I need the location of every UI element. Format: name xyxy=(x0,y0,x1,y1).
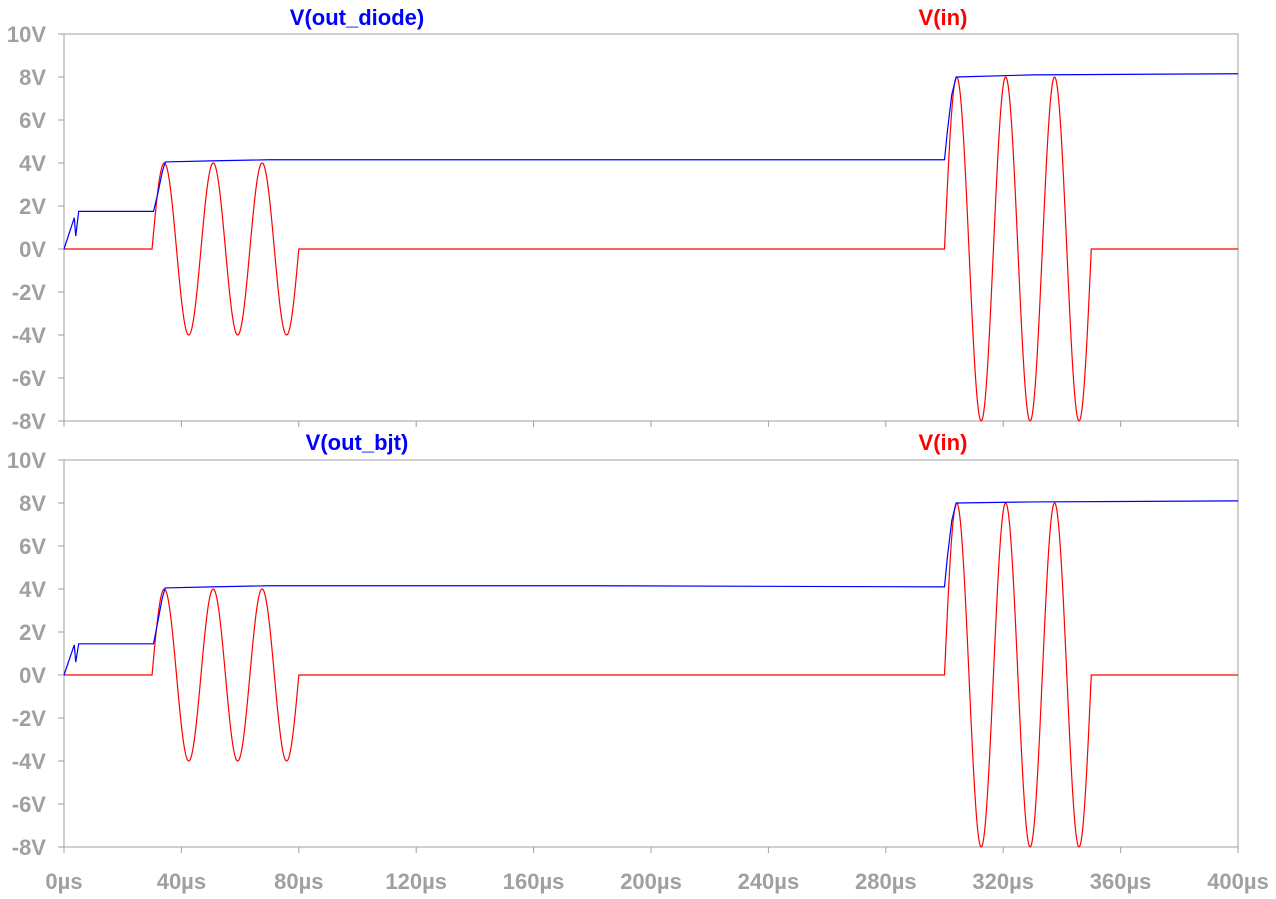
y-tick-label: 4V xyxy=(19,151,46,176)
trace-v-out-diode[interactable] xyxy=(63,73,1239,250)
bottom-trace-label-vin[interactable]: V(in) xyxy=(919,430,968,455)
y-tick-label: 2V xyxy=(19,194,46,219)
top-traces xyxy=(63,73,1239,422)
y-tick-label: -8V xyxy=(12,835,47,860)
x-tick-label: 40µs xyxy=(157,869,206,894)
x-tick-label: 320µs xyxy=(972,869,1034,894)
y-tick-label: -6V xyxy=(12,792,47,817)
y-tick-label: -4V xyxy=(12,323,47,348)
bottom-panel: 10V 8V 6V 4V 2V 0V -2V -4V -6V -8V 0µs 40µs 80µs 120… xyxy=(7,430,1269,894)
x-tick-label: 80µs xyxy=(274,869,323,894)
trace-v-in[interactable] xyxy=(64,502,1238,848)
x-tick-label: 200µs xyxy=(620,869,682,894)
x-tick-label: 400µs xyxy=(1207,869,1269,894)
trace-v-in[interactable] xyxy=(64,76,1238,422)
x-tick-label: 240µs xyxy=(738,869,800,894)
trace-v-out-bjt[interactable] xyxy=(63,500,1239,676)
x-axis: 0µs 40µs 80µs 120µs 160µs 200µs 240µs 280µs 320µ… xyxy=(45,847,1269,894)
bottom-y-axis: 10V 8V 6V 4V 2V 0V -2V -4V -6V -8V xyxy=(7,448,64,860)
y-tick-label: 8V xyxy=(19,491,46,516)
x-tick-label: 280µs xyxy=(855,869,917,894)
x-tick-label: 0µs xyxy=(45,869,82,894)
y-tick-label: 10V xyxy=(7,448,46,473)
bottom-panel-frame xyxy=(63,459,1239,848)
y-tick-label: -2V xyxy=(12,706,47,731)
top-panel: 10V 8V 6V 4V 2V 0V -2V -4V -6V -8V V(out_diode) V… xyxy=(7,5,1239,434)
y-tick-label: 2V xyxy=(19,620,46,645)
bottom-trace-label-out-bjt[interactable]: V(out_bjt) xyxy=(306,430,409,455)
y-tick-label: -4V xyxy=(12,749,47,774)
y-tick-label: 6V xyxy=(19,534,46,559)
y-tick-label: -8V xyxy=(12,409,47,434)
bottom-traces xyxy=(63,500,1239,848)
top-y-axis: 10V 8V 6V 4V 2V 0V -2V -4V -6V -8V xyxy=(7,22,1239,434)
top-trace-label-vin[interactable]: V(in) xyxy=(919,5,968,30)
y-tick-label: 0V xyxy=(19,237,46,262)
top-panel-frame xyxy=(63,33,1239,422)
y-tick-label: 6V xyxy=(19,108,46,133)
x-tick-label: 360µs xyxy=(1090,869,1152,894)
y-tick-label: -6V xyxy=(12,366,47,391)
y-tick-label: 8V xyxy=(19,65,46,90)
top-trace-label-out-diode[interactable]: V(out_diode) xyxy=(290,5,424,30)
x-tick-label: 120µs xyxy=(385,869,447,894)
y-tick-label: 4V xyxy=(19,577,46,602)
x-tick-label: 160µs xyxy=(503,869,565,894)
y-tick-label: 0V xyxy=(19,663,46,688)
y-tick-label: -2V xyxy=(12,280,47,305)
y-tick-label: 10V xyxy=(7,22,46,47)
